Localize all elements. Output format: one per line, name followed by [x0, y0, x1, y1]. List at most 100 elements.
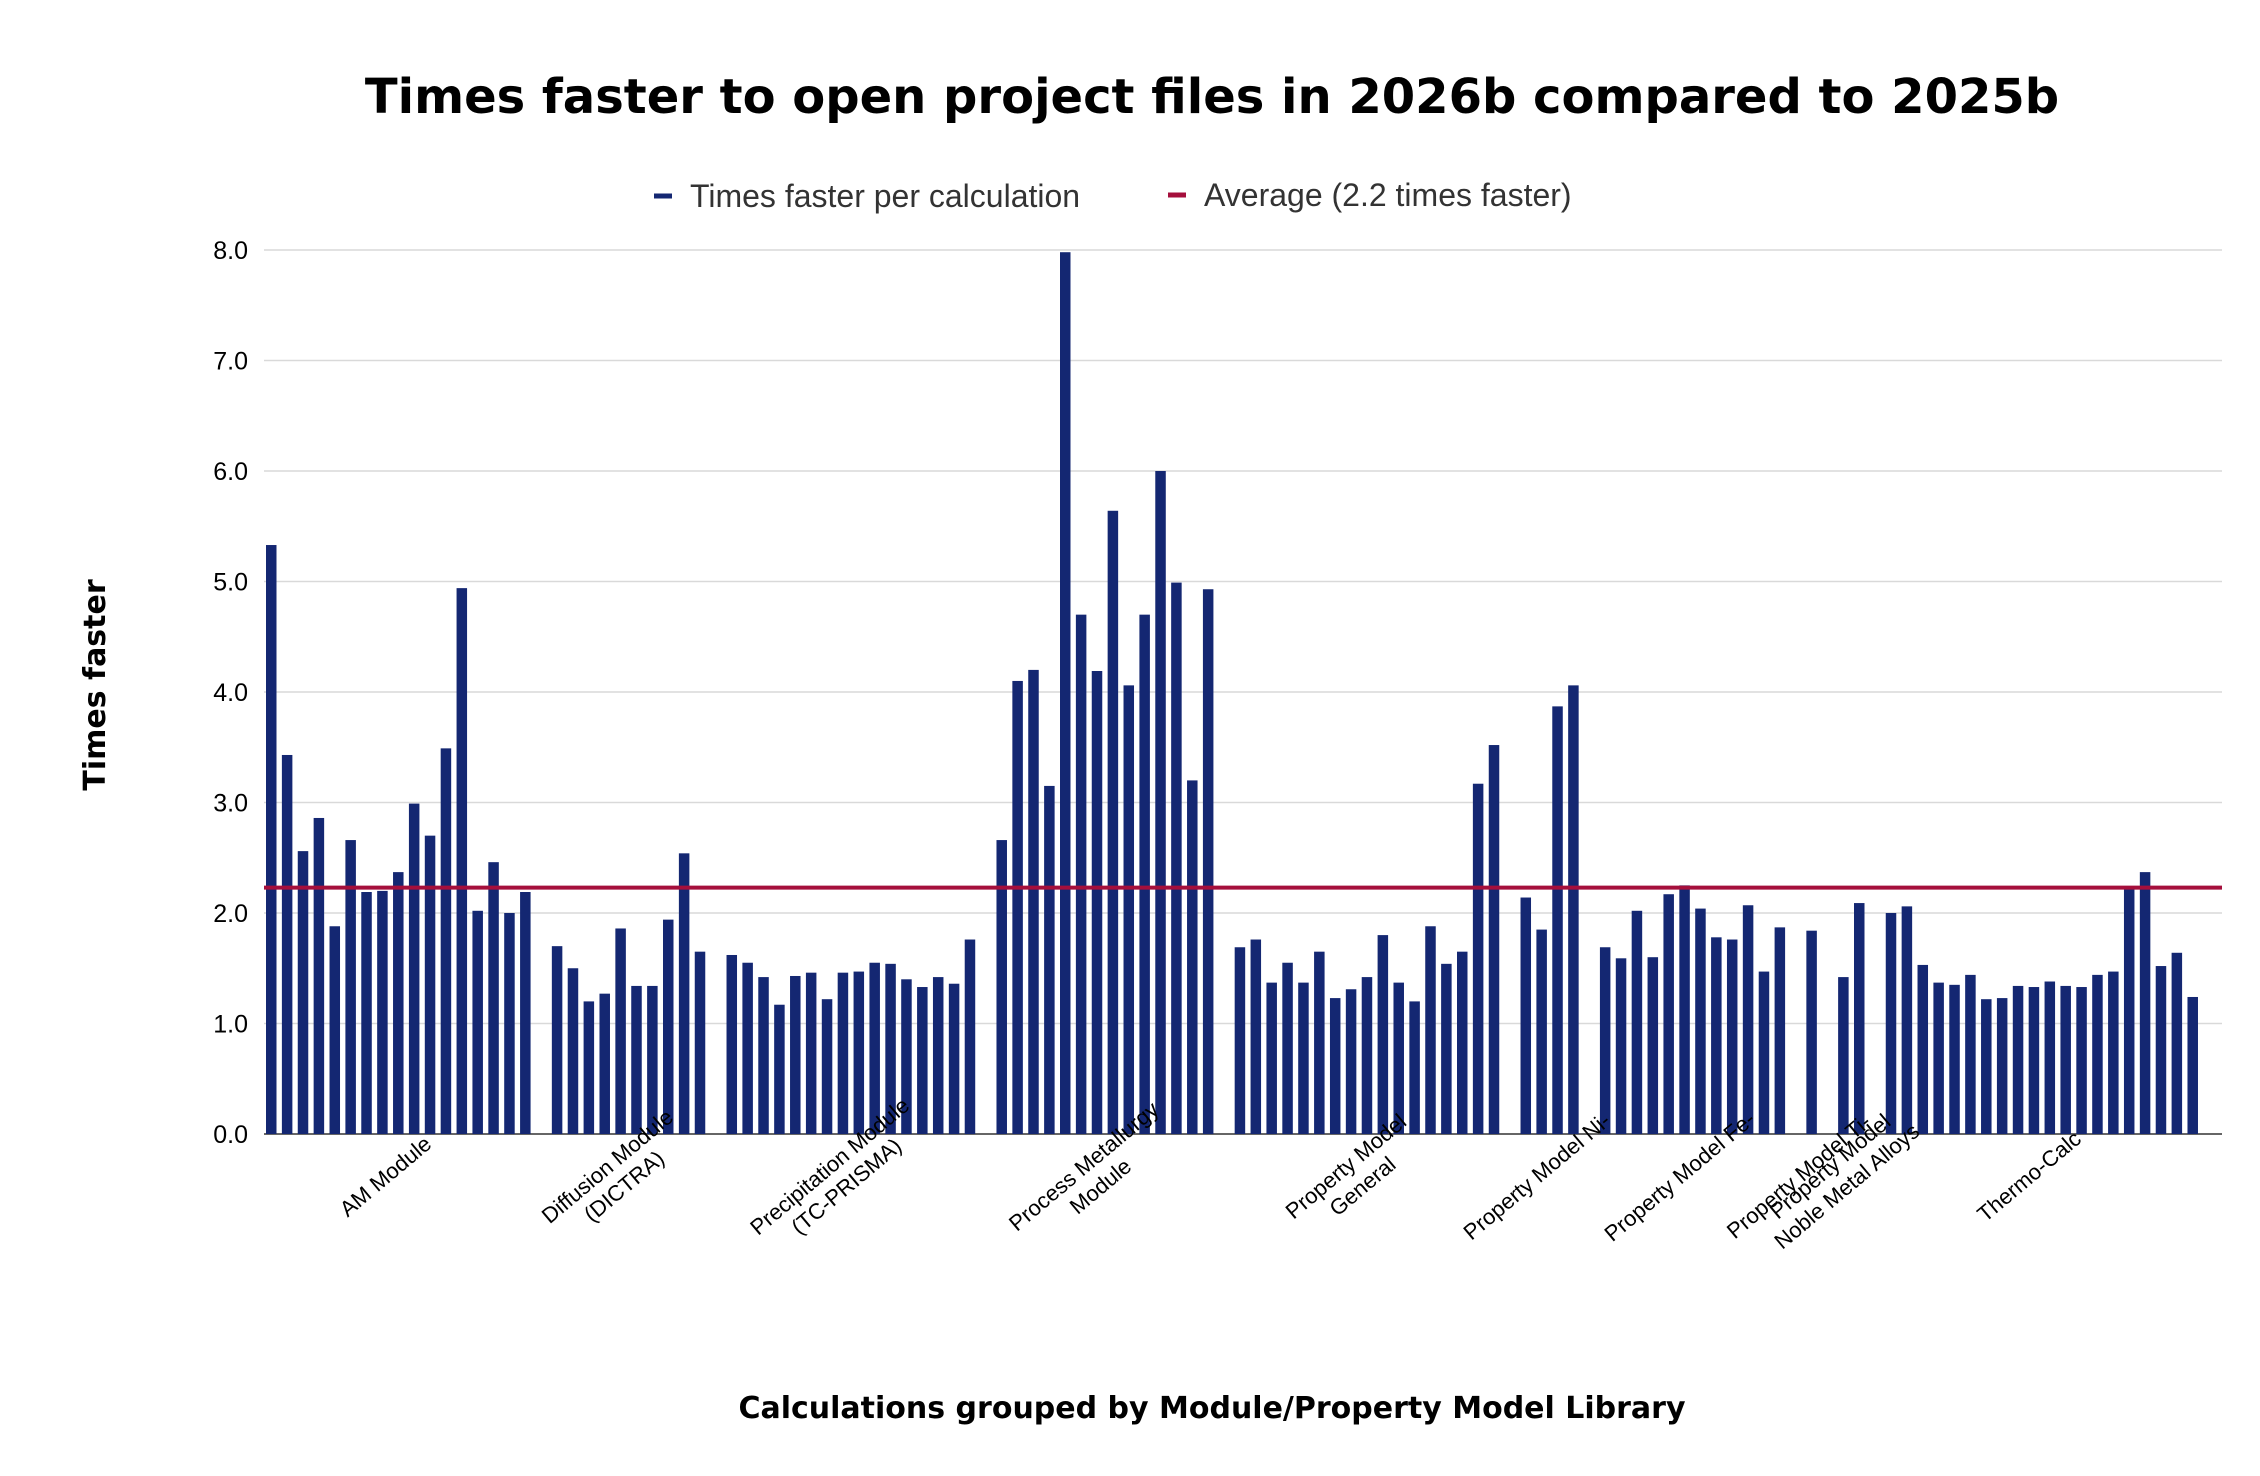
x-axis-title: Calculations grouped by Module/Property …: [738, 1391, 1686, 1426]
bar: [266, 545, 277, 1134]
bar: [1663, 894, 1674, 1134]
bar: [583, 1001, 595, 1134]
bar: [663, 919, 674, 1134]
bar: [1171, 582, 1182, 1134]
bar: [1981, 999, 1992, 1134]
y-tick-label: 4.0: [213, 679, 248, 707]
bar: [1250, 939, 1262, 1134]
bar: [948, 983, 960, 1134]
bar: [1536, 929, 1547, 1134]
y-tick-label: 7.0: [213, 348, 248, 376]
bar: [377, 890, 388, 1134]
bar: [1329, 998, 1341, 1134]
bar: [1520, 897, 1532, 1134]
bar: [1298, 982, 1309, 1134]
bar: [821, 999, 833, 1134]
bar: [1742, 905, 1754, 1134]
bar: [1425, 926, 1436, 1134]
legend-label-average: Average (2.2 times faster): [1204, 177, 1572, 213]
bar: [837, 972, 849, 1134]
bar: [1933, 982, 1944, 1134]
y-tick-label: 6.0: [213, 458, 248, 486]
bar: [1838, 977, 1849, 1134]
bar: [1647, 957, 1659, 1134]
bar: [1155, 471, 1166, 1134]
bar: [1266, 982, 1277, 1134]
bar: [2139, 872, 2151, 1134]
bar: [1472, 783, 1484, 1134]
bar: [345, 840, 356, 1134]
bar: [1758, 971, 1770, 1134]
bar: [1345, 989, 1357, 1134]
bar: [790, 975, 801, 1134]
bar: [2044, 981, 2056, 1134]
bar: [1044, 785, 1055, 1134]
bar: [631, 985, 642, 1134]
legend: Times faster per calculation Average (2.…: [654, 177, 1572, 214]
bar: [1615, 958, 1627, 1134]
bar: [408, 803, 420, 1134]
bar: [1393, 982, 1404, 1134]
bar: [504, 913, 515, 1134]
bar: [1568, 685, 1579, 1134]
bar: [1695, 908, 1706, 1134]
bar: [742, 962, 753, 1134]
bar: [361, 892, 372, 1134]
bar: [2108, 971, 2119, 1134]
bars: [266, 252, 2198, 1135]
bar: [964, 939, 976, 1134]
bar: [1726, 939, 1738, 1134]
bar: [1774, 927, 1786, 1134]
y-axis-title: Times faster: [78, 579, 113, 790]
bar: [1202, 589, 1214, 1134]
bar: [1949, 984, 1960, 1134]
bar: [1028, 669, 1039, 1134]
bar: [2012, 985, 2024, 1134]
bar: [869, 962, 880, 1134]
bar: [1711, 937, 1722, 1134]
bar: [1806, 930, 1817, 1134]
y-tick-label: 8.0: [213, 237, 248, 265]
bar: [1885, 913, 1897, 1134]
bar: [1187, 780, 1198, 1134]
bar: [2076, 987, 2087, 1134]
bar: [1599, 947, 1611, 1134]
bar: [551, 946, 563, 1134]
bar: [615, 928, 626, 1134]
bar: [726, 954, 738, 1134]
bar: [901, 979, 912, 1134]
y-tick-label: 3.0: [213, 790, 248, 818]
y-tick-label: 1.0: [213, 1011, 248, 1039]
bar: [917, 987, 928, 1134]
bar: [313, 817, 325, 1134]
bar: [2171, 952, 2183, 1134]
bar: [1409, 1001, 1420, 1134]
bar: [1234, 947, 1246, 1134]
bar: [774, 1004, 785, 1134]
bar: [932, 977, 944, 1134]
bar: [281, 754, 293, 1134]
bar: [1679, 885, 1690, 1135]
bar: [567, 968, 579, 1134]
bar: [1377, 935, 1389, 1134]
bar: [885, 963, 896, 1134]
bar: [2060, 985, 2071, 1134]
y-tick-label: 0.0: [213, 1121, 248, 1149]
bar: [329, 926, 341, 1134]
bar: [1631, 910, 1643, 1134]
bar: [1457, 951, 1468, 1134]
bar: [2187, 996, 2198, 1134]
y-tick-label: 5.0: [213, 569, 248, 597]
bar: [1060, 252, 1071, 1134]
x-category-label: Thermo-Calc: [1972, 1126, 2085, 1227]
bar: [1441, 963, 1452, 1134]
bar: [1139, 614, 1150, 1134]
bar: [599, 993, 610, 1134]
bar: [1854, 903, 1865, 1134]
bar: [1012, 680, 1023, 1134]
y-axis-ticks: 0.0 1.0 2.0 3.0 4.0 5.0 6.0 7.0 8.0: [213, 237, 248, 1149]
bar: [2028, 987, 2040, 1134]
y-tick-label: 2.0: [213, 900, 248, 928]
bar: [424, 835, 436, 1134]
